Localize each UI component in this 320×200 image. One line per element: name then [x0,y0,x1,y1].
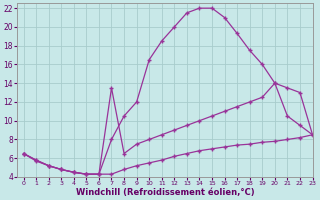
X-axis label: Windchill (Refroidissement éolien,°C): Windchill (Refroidissement éolien,°C) [76,188,254,197]
